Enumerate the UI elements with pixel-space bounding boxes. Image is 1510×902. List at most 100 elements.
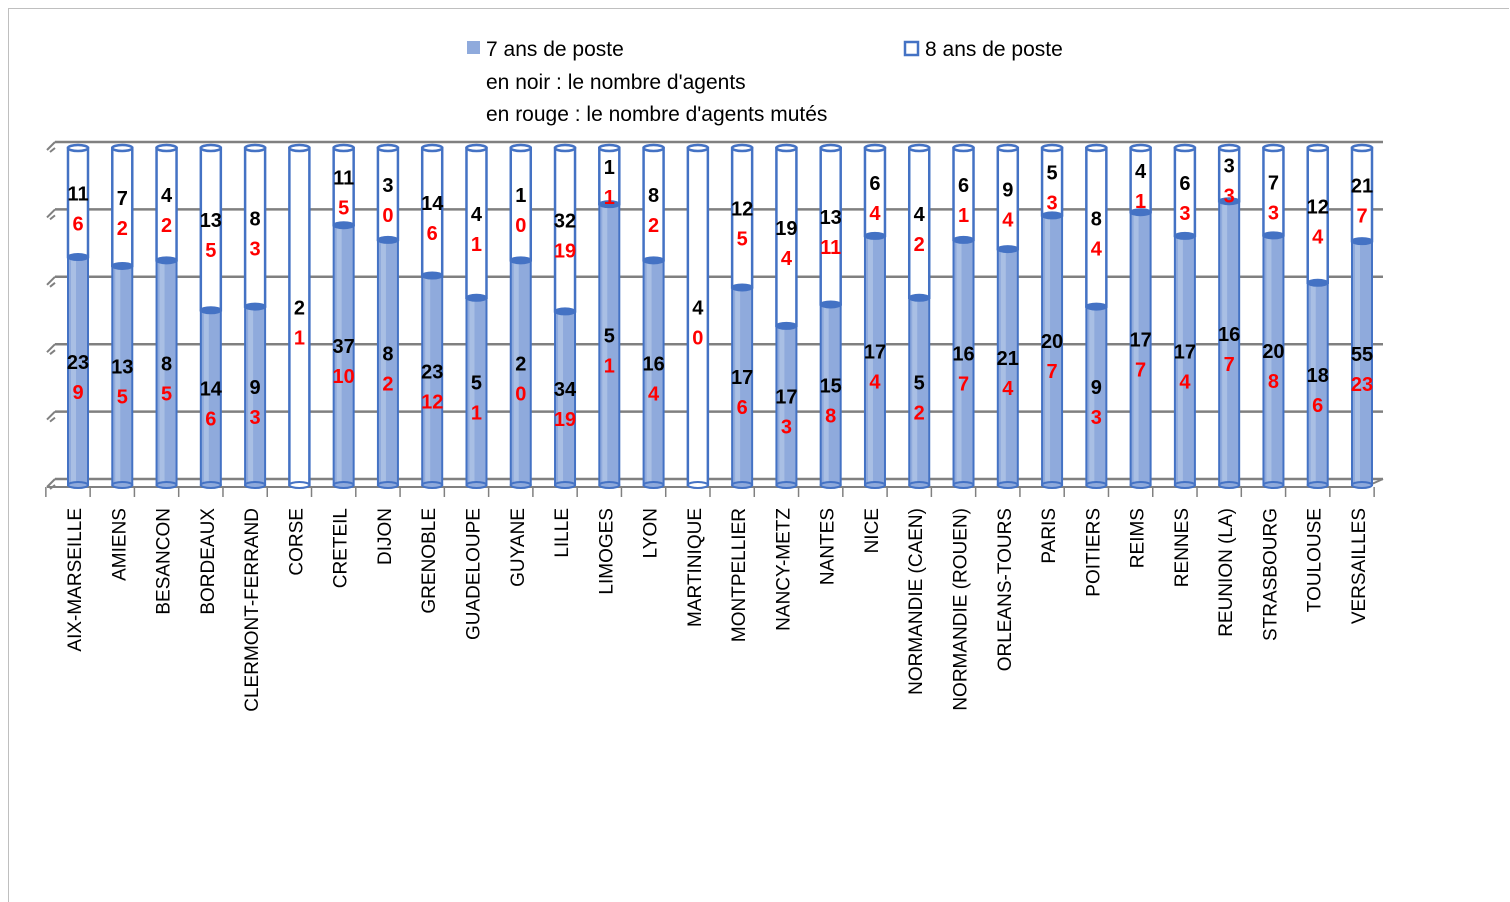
bar-7ans-highlight (823, 304, 829, 485)
category-label: GUYANE (508, 508, 529, 587)
label-7ans-mutes: 2 (382, 373, 393, 395)
bar-base (67, 481, 89, 489)
bar-7ans-highlight (1355, 241, 1360, 485)
category-label: AIX-MARSEILLE (65, 508, 86, 652)
bar-7ans-highlight (248, 306, 254, 485)
label-8ans-mutes: 3 (1224, 186, 1235, 208)
bar-base (1262, 481, 1285, 489)
label-7ans-agents: 13 (111, 356, 133, 378)
bar-8ans-cap (553, 143, 577, 153)
label-7ans-mutes: 7 (1047, 361, 1058, 383)
bar-8ans-cap (66, 143, 90, 153)
bar-7ans-highlight (1222, 201, 1228, 486)
category-label: CORSE (286, 508, 307, 576)
bar-8ans-cap (996, 143, 1020, 153)
label-7ans-mutes: 6 (737, 397, 748, 419)
label-7ans-mutes: 2 (914, 402, 925, 424)
label-7ans-agents: 21 (997, 348, 1019, 370)
bar-7ans-top (1218, 197, 1241, 206)
legend-label-8ans: 8 ans de poste (925, 38, 1063, 61)
label-7ans-agents: 20 (1262, 341, 1284, 363)
label-8ans-agents: 12 (1307, 196, 1329, 218)
bar-8ans-cap (199, 143, 223, 153)
bar-base (1173, 481, 1196, 489)
label-7ans-mutes: 10 (333, 366, 355, 388)
bar-7ans-highlight (115, 265, 121, 485)
bar-base (775, 481, 798, 489)
category-label: VERSAILLES (1349, 508, 1370, 624)
label-7ans-mutes: 23 (1351, 374, 1373, 396)
bar-8ans-cap (111, 143, 134, 153)
label-8ans-agents: 32 (554, 211, 576, 233)
bar-8ans-cap (1173, 143, 1197, 153)
category-label: LILLE (552, 508, 573, 558)
bar-8ans-cap (1217, 143, 1241, 153)
label-7ans-mutes: 7 (958, 373, 969, 395)
gridline-depth (46, 343, 56, 353)
label-8ans-mutes: 2 (914, 234, 925, 256)
label-8ans-agents: 12 (731, 199, 753, 221)
category-label: REIMS (1128, 508, 1149, 568)
bar-7ans-highlight (1000, 249, 1006, 485)
bar-7ans-highlight (71, 257, 76, 485)
label-7ans-agents: 23 (67, 352, 89, 374)
bar-7ans-top (642, 256, 665, 265)
category-label: BESANCON (154, 508, 175, 615)
bar-8ans-cap (952, 143, 975, 153)
bar-base (509, 481, 532, 489)
bar-8ans-cap (819, 143, 842, 153)
label-7ans-agents: 14 (200, 379, 223, 401)
bar-7ans-top (332, 221, 355, 230)
label-8ans-agents: 6 (1179, 173, 1190, 195)
label-8ans-mutes: 4 (1312, 226, 1324, 248)
label-7ans-mutes: 8 (825, 406, 836, 428)
label-8ans-mutes: 1 (958, 205, 969, 227)
grid-tick (49, 282, 56, 288)
bar-7ans-top (199, 306, 222, 315)
bar-8ans-cap (730, 143, 754, 153)
bar-7ans-top (465, 293, 488, 302)
label-8ans-agents: 14 (421, 193, 444, 215)
label-7ans-mutes: 8 (1268, 371, 1279, 393)
bar-8ans-cap (376, 143, 400, 153)
bar-base (376, 481, 399, 489)
category-label: NANCY-METZ (773, 508, 794, 631)
bar-8ans-cap (243, 143, 267, 153)
label-7ans-agents: 5 (604, 326, 615, 348)
category-label: CLERMONT-FERRAND (242, 508, 263, 712)
label-7ans-mutes: 3 (781, 416, 792, 438)
label-8ans-mutes: 0 (515, 215, 526, 237)
bar-7ans-highlight (1310, 282, 1316, 485)
bar-7ans-top (863, 231, 886, 240)
bar-7ans-highlight (380, 239, 386, 485)
bar-7ans-top (244, 302, 267, 311)
bar-8ans-cap (907, 143, 931, 153)
label-7ans-agents: 23 (421, 361, 443, 383)
bar-7ans-highlight (867, 235, 873, 485)
label-7ans-agents: 2 (515, 354, 526, 376)
label-8ans-agents: 5 (1047, 163, 1058, 185)
bar-base (1129, 481, 1152, 489)
gridline-depth (46, 276, 56, 286)
label-8ans-mutes: 1 (604, 187, 615, 209)
label-7ans-agents: 8 (382, 343, 393, 365)
label-7ans-agents: 17 (1174, 341, 1196, 363)
bar-base (731, 481, 754, 489)
label-7ans-mutes: 4 (1002, 378, 1014, 400)
label-8ans-agents: 7 (117, 188, 128, 210)
label-8ans-mutes: 0 (382, 205, 393, 227)
bar-base (1218, 481, 1241, 489)
label-8ans-mutes: 4 (781, 248, 793, 270)
label-7ans-agents: 17 (775, 386, 797, 408)
bar-7ans-highlight (602, 204, 608, 485)
label-8ans-mutes: 11 (820, 237, 841, 259)
label-8ans-mutes: 3 (1047, 193, 1058, 215)
bar-7ans-top (509, 256, 532, 265)
label-8ans-mutes: 2 (161, 215, 172, 237)
bar-8ans-cap (288, 143, 311, 153)
label-8ans-agents: 19 (775, 218, 797, 240)
bar-8ans-cap (1085, 143, 1108, 153)
gridline-depth (46, 410, 56, 421)
legend-note-agents: en noir : le nombre d'agents (486, 71, 746, 94)
label-8ans-agents: 11 (67, 184, 88, 206)
